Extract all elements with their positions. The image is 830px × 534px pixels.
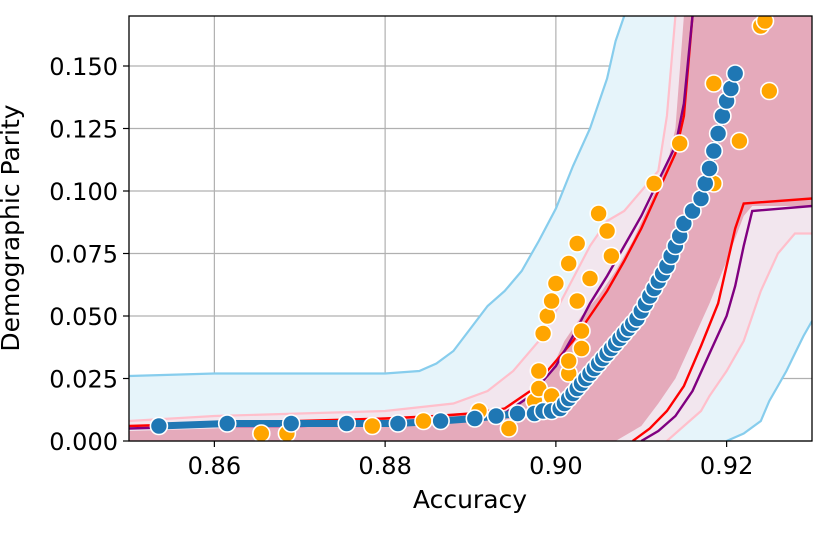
- blue-point: [465, 409, 485, 428]
- x-tick-label: 0.90: [529, 452, 582, 480]
- confidence-bands: [129, 16, 812, 441]
- blue-point: [149, 416, 169, 436]
- orange-point: [546, 274, 566, 293]
- orange-point: [542, 291, 561, 311]
- orange-point: [559, 351, 579, 371]
- orange-point: [533, 324, 553, 343]
- blue-point: [337, 414, 357, 433]
- orange-point: [499, 419, 519, 438]
- inner-band: [129, 16, 812, 441]
- blue-point: [217, 414, 237, 433]
- x-tick-label: 0.86: [188, 452, 241, 480]
- plot-frame: [128, 15, 813, 442]
- orange-point: [529, 361, 549, 381]
- red-lower-line: [631, 197, 812, 441]
- orange-point: [597, 221, 617, 241]
- orange-point: [580, 269, 600, 288]
- outer-band-upper-line: [129, 16, 626, 378]
- orange-point: [567, 234, 587, 253]
- y-tick-label: 0.050: [49, 303, 118, 331]
- orange-point: [589, 204, 608, 223]
- y-tick-label: 0.150: [49, 53, 118, 81]
- y-tick-label: 0.025: [49, 366, 118, 394]
- blue-point: [388, 414, 408, 433]
- middle-band-lower-line: [666, 232, 812, 441]
- blue-point: [508, 404, 527, 423]
- x-tick-label: 0.88: [358, 452, 411, 480]
- orange-point: [559, 254, 579, 273]
- blue-point: [281, 414, 301, 433]
- y-axis-label: Demographic Parity: [0, 104, 25, 351]
- data-points: [149, 16, 779, 441]
- orange-point: [730, 131, 749, 151]
- blue-point: [674, 214, 694, 233]
- purple-lower-line: [640, 204, 812, 441]
- blue-point: [431, 411, 450, 431]
- orange-point: [704, 74, 724, 93]
- blue-point: [725, 64, 745, 83]
- blue-point: [704, 141, 724, 161]
- orange-point: [602, 246, 621, 266]
- orange-point: [755, 16, 775, 31]
- orange-point: [670, 134, 690, 153]
- orange-point: [362, 416, 382, 436]
- x-tick-label: 0.92: [700, 452, 753, 480]
- orange-point: [572, 339, 591, 358]
- blue-point: [700, 159, 719, 178]
- outer-band-lower-line: [726, 320, 812, 441]
- blue-point: [708, 124, 728, 143]
- y-tick-label: 0.075: [49, 241, 118, 269]
- orange-point: [759, 81, 779, 101]
- orange-point: [414, 411, 433, 431]
- y-tick-label: 0.100: [49, 178, 118, 206]
- orange-point: [567, 291, 587, 311]
- blue-point: [486, 406, 506, 426]
- x-axis-label: Accuracy: [413, 485, 527, 514]
- axis-ticks: 0.86 0.88 0.90 0.92 0.000 0.025 0.050 0.075 0.10…: [49, 53, 753, 480]
- orange-point: [572, 321, 591, 341]
- y-tick-label: 0.125: [49, 116, 118, 144]
- y-tick-label: 0.000: [49, 428, 118, 456]
- orange-point: [644, 174, 664, 193]
- orange-point: [252, 424, 271, 441]
